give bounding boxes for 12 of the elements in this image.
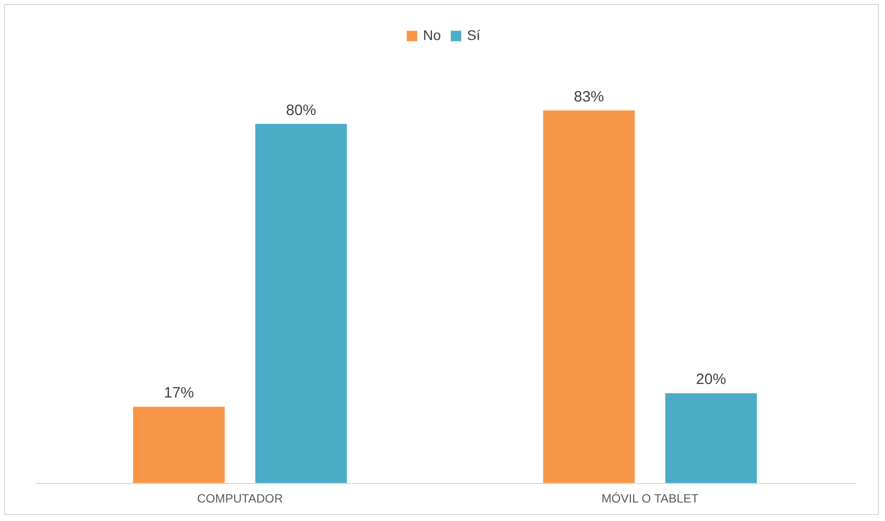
legend-label: No [423, 27, 442, 43]
data-label: 20% [696, 371, 726, 388]
legend-label: Sí [467, 27, 480, 43]
bar [543, 110, 635, 483]
x-tick-label: MÓVIL O TABLET [601, 492, 700, 506]
data-label: 80% [286, 102, 316, 119]
bar [255, 124, 347, 483]
bar [665, 393, 757, 483]
data-label: 17% [164, 384, 194, 402]
x-tick-label: COMPUTADOR [197, 492, 284, 506]
data-label: 83% [574, 88, 604, 106]
bar [133, 406, 225, 483]
